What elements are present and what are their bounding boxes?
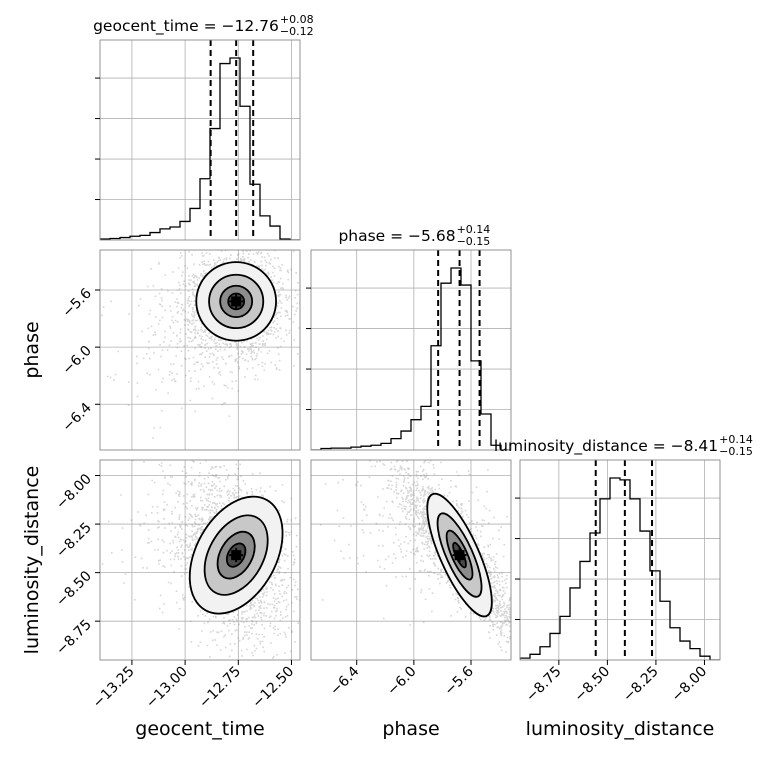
title-plus-geocent_time: +0.08 [280,13,314,26]
histogram-panel-geocent_time [95,39,301,241]
title-minus-geocent_time: −0.12 [280,25,314,38]
panel-content [311,460,511,660]
peak-cross [229,294,244,309]
peak-cross [229,548,244,563]
peak-cross [452,548,467,563]
scatter-points [101,460,300,660]
histogram-step-geocent_time [100,57,300,240]
x-axis-label-phase: phase [382,718,439,740]
title-text: phase = −5.68 [338,227,455,245]
title-text: geocent_time = −12.76 [93,17,279,36]
x-axis-label-luminosity_distance: luminosity_distance [526,718,715,740]
scatter-points [311,460,511,653]
panel-frame [99,39,301,241]
title-minus-phase: −0.15 [457,235,491,248]
scatter-sample [101,460,300,660]
density-panel-phase-vs-geocent_time [99,249,301,451]
histogram-panel-luminosity_distance [515,459,721,661]
title-luminosity_distance: luminosity_distance = −8.41 [494,437,718,456]
title-phase: phase = −5.68 [338,227,455,245]
histogram-step-phase [311,267,511,450]
title-geocent_time: geocent_time = −12.76 [93,17,279,36]
panel-content [100,460,300,660]
panel-frame [519,459,721,661]
scatter-sample [311,460,511,653]
density-panel-luminosity_distance-vs-geocent_time [99,459,301,661]
panel-content [100,250,300,450]
density-panel-luminosity_distance-vs-phase [310,459,512,661]
panel-frame [99,459,301,661]
title-plus-phase: +0.14 [457,223,491,236]
panel-frame [310,459,512,661]
panel-frame [310,249,512,451]
title-text: luminosity_distance = −8.41 [494,437,718,456]
title-minus-luminosity_distance: −0.15 [719,445,753,458]
panel-frame [99,249,301,451]
histogram-panel-phase [306,249,512,451]
histogram-step-luminosity_distance [520,477,720,660]
y-axis-label-luminosity_distance: luminosity_distance [21,466,43,655]
y-axis-label-phase: phase [21,321,43,378]
x-axis-label-geocent_time: geocent_time [135,718,264,740]
title-plus-luminosity_distance: +0.14 [719,433,753,446]
